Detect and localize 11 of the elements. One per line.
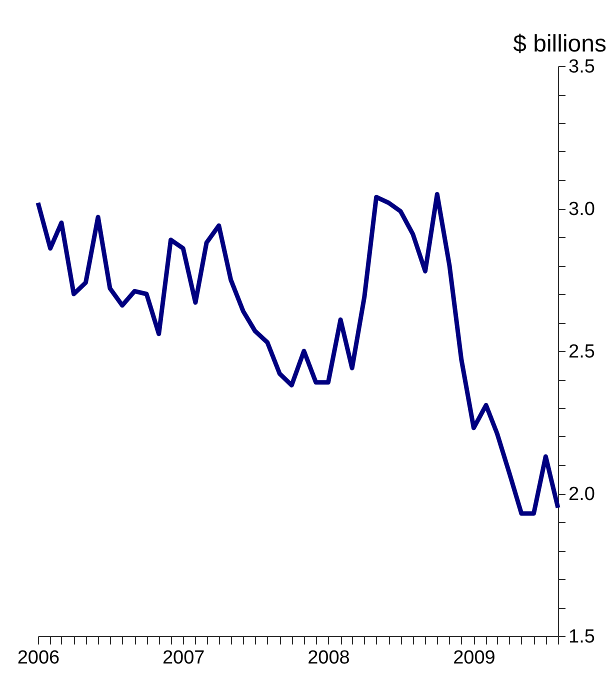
y-axis-title: $ billions xyxy=(513,30,606,58)
y-tick-label: 3.5 xyxy=(568,56,595,78)
line-series xyxy=(36,192,560,516)
y-tick-label: 3.0 xyxy=(568,199,595,220)
x-tick-label: 2006 xyxy=(17,648,60,668)
y-tick-label: 2.5 xyxy=(568,342,595,362)
y-tick-label: 1.5 xyxy=(568,626,595,648)
x-tick-label: 2008 xyxy=(308,648,350,668)
y-tick-label: 2.0 xyxy=(568,484,595,505)
x-tick-label: 2007 xyxy=(162,648,205,668)
x-tick-label: 2009 xyxy=(453,648,496,668)
